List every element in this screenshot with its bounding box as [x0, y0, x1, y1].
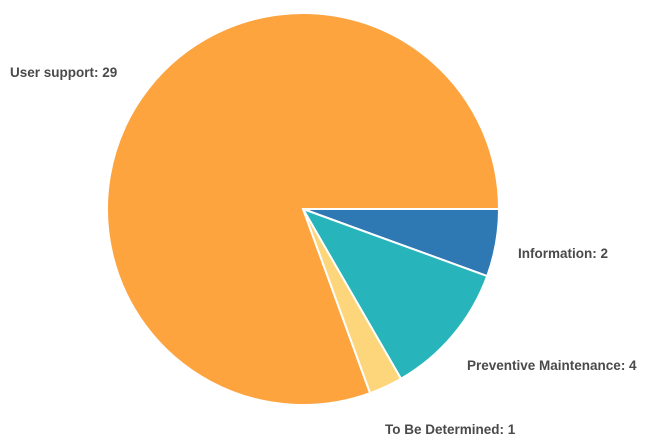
slice-label-user-support: User support: 29 [10, 65, 117, 80]
slice-label-preventive-maintenance: Preventive Maintenance: 4 [467, 358, 637, 373]
pie-slice-user-support[interactable] [106, 12, 501, 406]
slice-label-to-be-determined: To Be Determined: 1 [385, 422, 516, 437]
pie-slices [106, 12, 501, 406]
pie-slice-preventive-maintenance[interactable] [300, 207, 489, 381]
pie-labels: Information: 2 Preventive Maintenance: 4… [10, 65, 637, 437]
slice-label-information: Information: 2 [518, 246, 608, 261]
